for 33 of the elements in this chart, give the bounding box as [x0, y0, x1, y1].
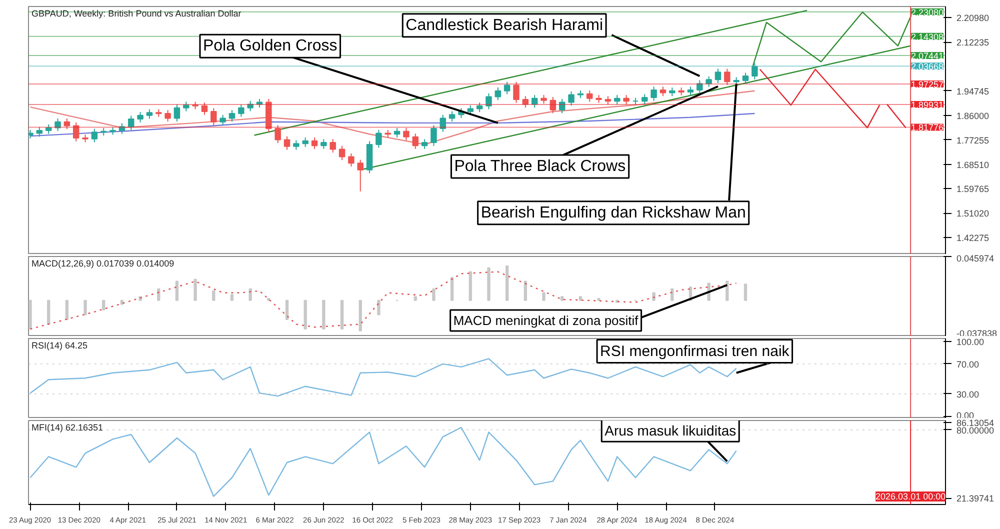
ref-line-label: 1.81776 [910, 122, 944, 133]
annotation: Pola Three Black Crows [454, 158, 626, 175]
y-tick-label: 2.12235 [956, 38, 990, 48]
chart-title: MFI(14) 62.16351 [32, 422, 104, 432]
y-tick-label: 1.42275 [956, 233, 990, 244]
ref-line-label: 2.14308 [910, 32, 944, 42]
ref-line-label: 2.03668 [910, 62, 944, 72]
annotation: Pola Golden Cross [202, 38, 338, 55]
y-tick-label: 1.77255 [956, 135, 990, 146]
annotation: Bearish Engulfing dan Rickshaw Man [480, 204, 746, 222]
annotation: MACD meningkat di zona positif [453, 313, 639, 328]
y-tick-label: 1.86000 [956, 110, 990, 121]
y-tick-label: 21.39741 [956, 494, 994, 504]
ref-line-label: 2.07441 [910, 51, 944, 62]
y-tick-label: 100.00 [956, 336, 984, 347]
annotation: Arus masuk likuiditas [604, 422, 736, 439]
y-tick-label: 70.00 [956, 359, 980, 370]
annotation: RSI mengonfirmasi tren naik [600, 342, 790, 360]
ref-line-label: 2.23080 [910, 7, 944, 18]
ref-line-label: 1.89931 [910, 100, 944, 110]
ref-line-label: 2026.03.01 00:00 [876, 492, 946, 502]
y-tick-label: 1.94745 [956, 86, 990, 96]
chart-title: RSI(14) 64.25 [32, 340, 88, 350]
y-tick-label: 30.00 [956, 389, 980, 400]
chart-title: MACD(12,26,9) 0.017039 0.014009 [32, 258, 174, 268]
y-tick-label: 1.59765 [956, 184, 990, 194]
y-tick-label: 0.045974 [956, 254, 994, 264]
chart-title: GBPAUD, Weekly: British Pound vs Australian Dollar [32, 8, 242, 18]
y-tick-label: 1.68510 [956, 160, 990, 170]
y-tick-label: 1.51020 [956, 208, 990, 219]
annotation: Candlestick Bearish Harami [406, 16, 604, 34]
ref-line-label: 1.97257 [910, 79, 944, 90]
y-tick-label: 2.20980 [956, 13, 990, 24]
